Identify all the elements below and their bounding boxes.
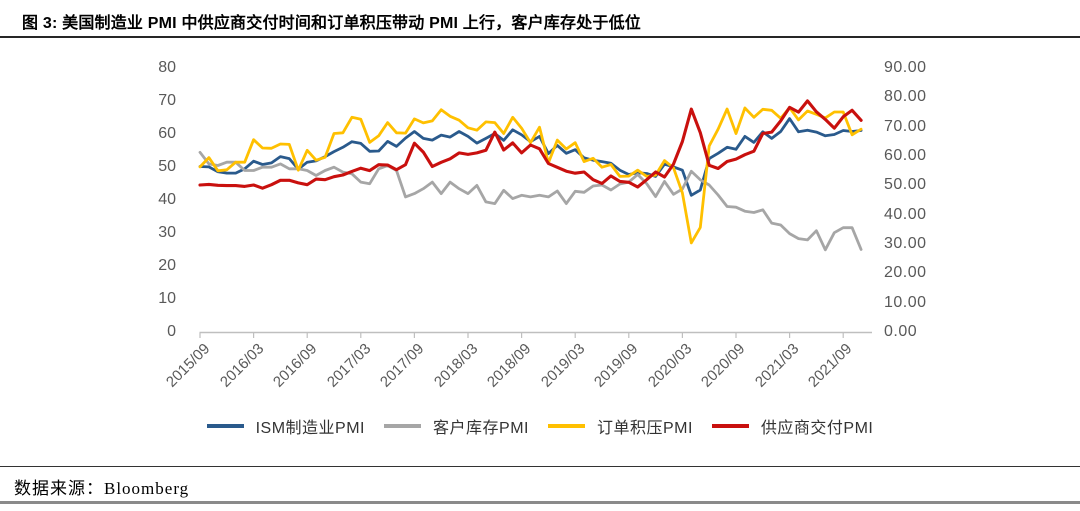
left-axis-tick-label: 50	[158, 158, 176, 175]
right-axis-tick-label: 10.00	[884, 294, 927, 311]
left-axis-tick-label: 0	[167, 323, 176, 340]
legend-line-swatch-blue	[206, 424, 244, 428]
legend-line-swatch-gray	[384, 424, 422, 428]
right-axis-tick-label: 0.00	[884, 323, 918, 340]
right-axis-tick-label: 60.00	[884, 147, 927, 164]
left-axis-tick-label: 60	[158, 125, 176, 142]
legend-label: 订单积压PMI	[596, 420, 693, 437]
chart-title: 图 3: 美国制造业 PMI 中供应商交付时间和订单积压带动 PMI 上行，客户…	[22, 15, 641, 32]
legend-item-ism-pmi: ISM制造业PMI	[206, 414, 366, 438]
source-divider-line	[0, 466, 1080, 467]
series-line-2	[198, 106, 863, 245]
bottom-border-line	[0, 501, 1080, 504]
legend-item-customer-inventory-pmi: 客户库存PMI	[384, 414, 529, 438]
left-axis-tick-label: 40	[158, 191, 176, 208]
chart-legend: ISM制造业PMI 客户库存PMI 订单积压PMI 供应商交付PMI	[0, 414, 1080, 438]
right-axis-tick-label: 20.00	[884, 264, 927, 281]
left-axis-tick-label: 30	[158, 224, 176, 241]
right-axis-tick-label: 70.00	[884, 118, 927, 135]
left-axis-tick-label: 10	[158, 290, 176, 307]
legend-item-order-backlog-pmi: 订单积压PMI	[547, 414, 693, 438]
right-axis-tick-label: 90.00	[884, 59, 927, 76]
data-source-text: 数据来源：Bloomberg	[14, 479, 190, 498]
right-axis-tick-label: 40.00	[884, 206, 927, 223]
left-axis-tick-label: 20	[158, 257, 176, 274]
legend-label: 客户库存PMI	[433, 420, 529, 437]
left-axis-tick-label: 80	[158, 59, 176, 76]
legend-item-supplier-delivery-pmi: 供应商交付PMI	[711, 414, 874, 438]
left-axis-tick-label: 70	[158, 92, 176, 109]
title-underline	[0, 36, 1080, 38]
right-axis-tick-label: 80.00	[884, 88, 927, 105]
legend-label: 供应商交付PMI	[760, 420, 874, 437]
right-axis-tick-label: 30.00	[884, 235, 927, 252]
legend-label: ISM制造业PMI	[255, 420, 366, 437]
series-line-1	[198, 150, 863, 252]
legend-line-swatch-yellow	[547, 424, 585, 428]
legend-line-swatch-red	[711, 424, 749, 428]
series-line-3	[198, 99, 863, 190]
right-axis-tick-label: 50.00	[884, 176, 927, 193]
